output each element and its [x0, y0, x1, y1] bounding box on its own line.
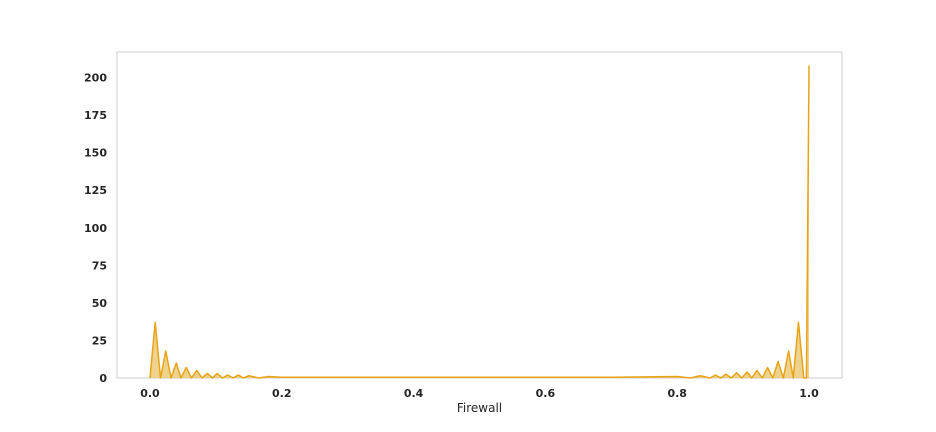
y-tick-label: 0	[99, 372, 107, 385]
x-axis-label: Firewall	[457, 401, 502, 415]
x-tick-label: 0.0	[140, 387, 160, 400]
y-tick-label: 75	[92, 259, 107, 272]
x-tick-label: 0.8	[667, 387, 687, 400]
x-tick-label: 0.2	[272, 387, 292, 400]
y-axis-ticks: 0 25 50 75 100 125 150 175 200	[84, 72, 107, 385]
y-tick-label: 200	[84, 72, 107, 85]
series-layer	[149, 65, 810, 379]
y-tick-label: 25	[92, 334, 107, 347]
x-tick-label: 1.0	[799, 387, 819, 400]
y-tick-label: 100	[84, 222, 107, 235]
x-axis-ticks: 0.0 0.2 0.4 0.6 0.8 1.0	[140, 387, 819, 400]
x-tick-label: 0.6	[536, 387, 556, 400]
density-line	[149, 65, 810, 379]
y-tick-label: 50	[92, 297, 108, 310]
y-tick-label: 125	[84, 184, 107, 197]
plot-frame	[116, 51, 843, 379]
y-tick-label: 150	[84, 147, 107, 160]
y-tick-label: 175	[84, 109, 107, 122]
x-tick-label: 0.4	[404, 387, 424, 400]
